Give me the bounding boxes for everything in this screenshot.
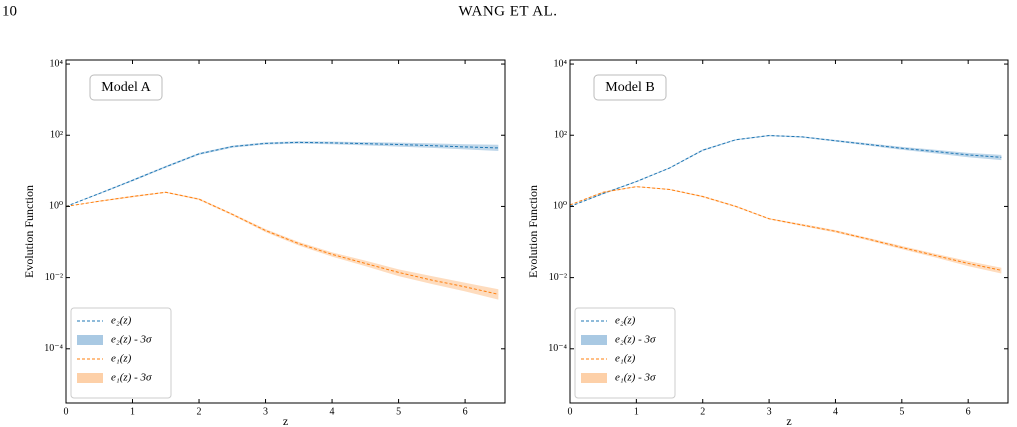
x-tick-label: 0: [568, 406, 573, 417]
x-tick-label: 1: [130, 406, 135, 417]
legend-swatch: [581, 373, 607, 383]
x-tick-label: 3: [767, 406, 772, 417]
x-tick-label: 4: [330, 406, 335, 417]
annotation-box: [593, 74, 667, 101]
annotation: Model A: [101, 80, 151, 95]
annotation-box: [89, 74, 163, 101]
y-tick-label: 10⁻²: [549, 272, 567, 283]
y-tick-label: 10⁻⁴: [44, 343, 63, 354]
legend-label: e₁(z) - 3σ: [111, 372, 152, 384]
legend-label: e₂(z): [111, 315, 132, 327]
legend-label: e₂(z) - 3σ: [615, 334, 656, 346]
x-tick-label: 6: [966, 406, 971, 417]
y-axis-label: Evolution Function: [22, 185, 36, 278]
plot-area: [66, 141, 499, 300]
legend-label: e₂(z): [615, 315, 636, 327]
legend-label: e₁(z): [615, 353, 636, 365]
series-line: [570, 186, 1002, 271]
x-tick-label: 3: [263, 406, 268, 417]
annotation: Model B: [605, 80, 654, 95]
legend-swatch: [581, 335, 607, 345]
x-tick-label: 6: [463, 406, 468, 417]
y-tick-label: 10⁰: [553, 201, 567, 212]
y-axis-label: Evolution Function: [526, 185, 540, 278]
legend-swatch: [77, 335, 103, 345]
legend-label: e₂(z) - 3σ: [111, 334, 152, 346]
plot-area: [570, 134, 1002, 274]
legend-swatch: [77, 373, 103, 383]
x-axis-label: z: [786, 414, 791, 427]
x-tick-label: 5: [396, 406, 401, 417]
y-tick-label: 10⁴: [554, 58, 568, 69]
error-band: [66, 191, 499, 300]
series-line: [66, 141, 499, 207]
x-tick-label: 2: [700, 406, 705, 417]
x-tick-label: 2: [197, 406, 202, 417]
x-tick-label: 4: [833, 406, 838, 417]
legend-label: e₁(z) - 3σ: [615, 372, 656, 384]
y-tick-label: 10²: [554, 130, 567, 141]
legend-label: e₁(z): [111, 353, 132, 365]
plot-frame: [65, 59, 506, 404]
y-tick-label: 10⁴: [50, 58, 64, 69]
y-tick-label: 10⁻²: [45, 272, 63, 283]
plot-frame: [569, 59, 1009, 404]
y-tick-label: 10²: [50, 130, 63, 141]
error-band: [570, 134, 1002, 207]
error-band: [66, 141, 499, 207]
error-band: [570, 186, 1002, 274]
y-tick-label: 10⁰: [49, 201, 63, 212]
x-tick-label: 5: [899, 406, 904, 417]
y-tick-label: 10⁻⁴: [548, 343, 567, 354]
series-line: [570, 135, 1002, 207]
x-axis-label: z: [283, 414, 288, 427]
page-number: 10: [2, 3, 17, 19]
series-line: [66, 191, 499, 295]
x-tick-label: 0: [64, 406, 69, 417]
running-title: WANG ET AL.: [459, 3, 558, 19]
x-tick-label: 1: [634, 406, 639, 417]
